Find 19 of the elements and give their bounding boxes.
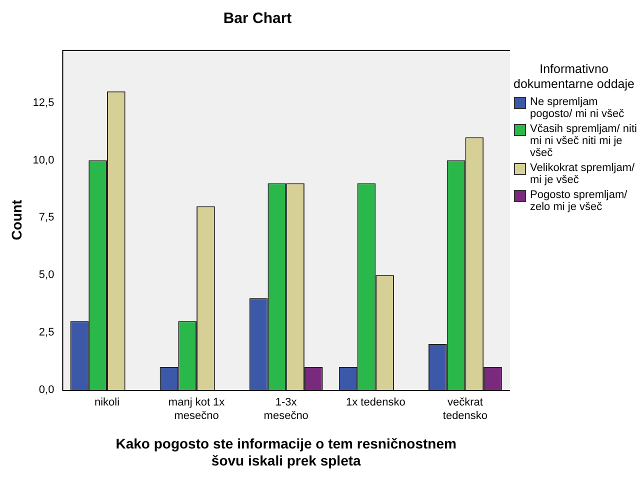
x-tick-label: 1x tedensko <box>346 396 406 409</box>
y-tick-label: 5,0 <box>38 269 54 282</box>
y-tick-label: 0,0 <box>38 384 54 396</box>
y-tick-label: 7,5 <box>38 212 54 224</box>
x-axis-title: Kako pogosto ste informacije o tem resničnostnem šovu iskali prek spleta <box>116 436 456 468</box>
x-tick-label: 1-3x mesečno <box>264 396 308 422</box>
legend-title: Informativno dokumentarne oddaje <box>512 62 636 92</box>
x-tick-label: nikoli <box>94 396 120 409</box>
y-tick-label: 2,5 <box>38 326 54 339</box>
y-axis-title: Count <box>8 199 24 240</box>
legend-label: Ne spremljam pogosto/ mi ni všeč <box>530 96 626 120</box>
chart-title: Bar Chart <box>223 10 292 28</box>
legend-label: Včasih spremljam/ niti mi ni všeč niti mi je všeč <box>530 123 638 159</box>
x-tick-label: večkrat tedensko <box>442 396 488 422</box>
y-tick-label: 12,5 <box>32 96 54 109</box>
legend-label: Pogosto spremljam/ zelo mi je všeč <box>530 189 628 213</box>
x-tick-label: manj kot 1x mesečno <box>168 396 226 422</box>
legend-label: Velikokrat spremljam/ mi je všeč <box>530 162 636 186</box>
y-tick-label: 10,0 <box>32 154 54 166</box>
